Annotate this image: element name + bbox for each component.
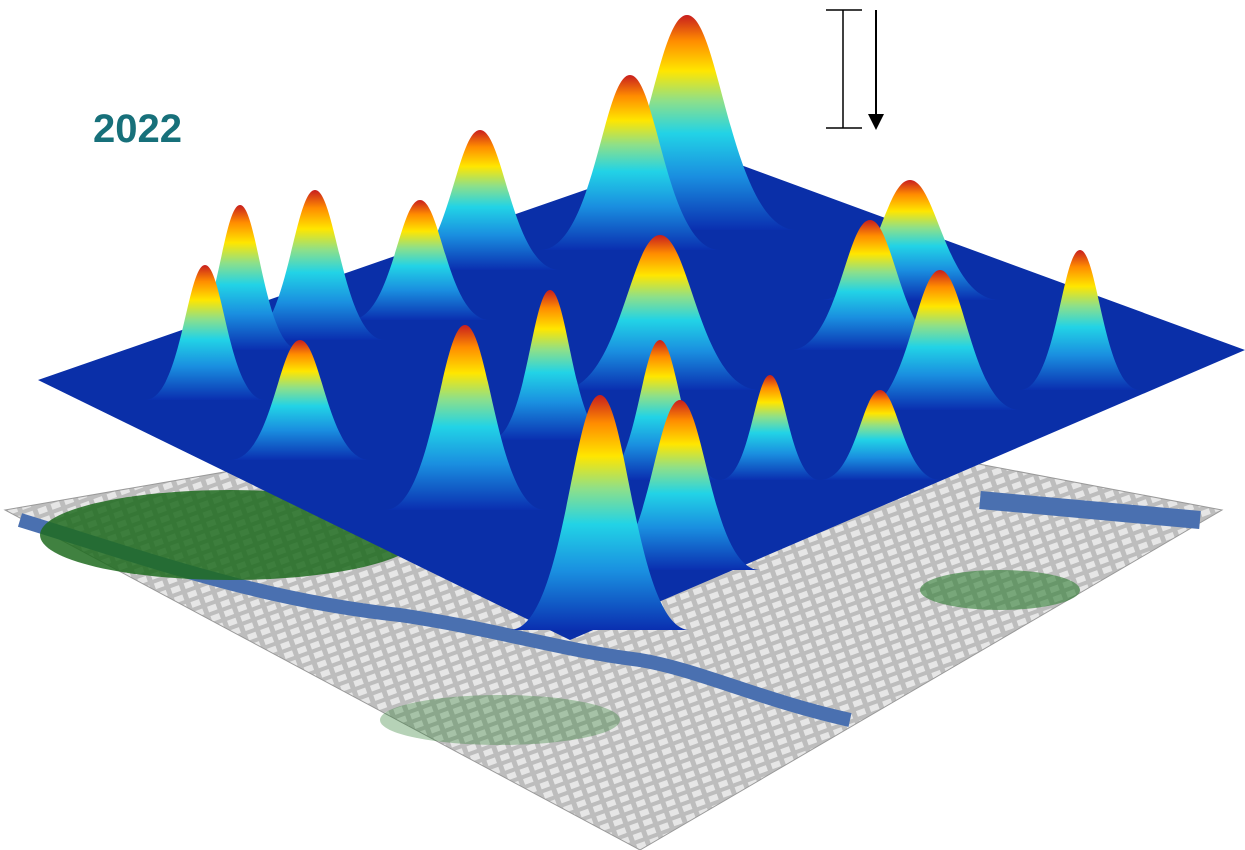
surface-peak <box>145 265 265 400</box>
arrow-head <box>868 114 884 130</box>
surface-peak <box>510 395 690 630</box>
surface-peak <box>560 235 760 390</box>
surface-peak <box>400 130 560 270</box>
surface-peak <box>600 400 760 570</box>
surface-peak <box>820 390 940 480</box>
park <box>920 570 1080 610</box>
park <box>380 695 620 745</box>
surface-peak <box>540 75 720 250</box>
surface-peak <box>385 325 545 510</box>
year-label: 2022 <box>93 107 182 151</box>
density-surface <box>38 15 1245 640</box>
surface-peak <box>860 270 1020 410</box>
river <box>979 491 1201 529</box>
surface-peak <box>230 340 370 460</box>
height-indicator <box>826 9 884 130</box>
surface-peak <box>490 290 610 440</box>
surface-peak <box>720 375 820 480</box>
surface-peak <box>245 190 385 340</box>
surface-peak <box>1020 250 1140 390</box>
surface-peak <box>790 220 950 350</box>
surface-peak <box>350 200 490 320</box>
